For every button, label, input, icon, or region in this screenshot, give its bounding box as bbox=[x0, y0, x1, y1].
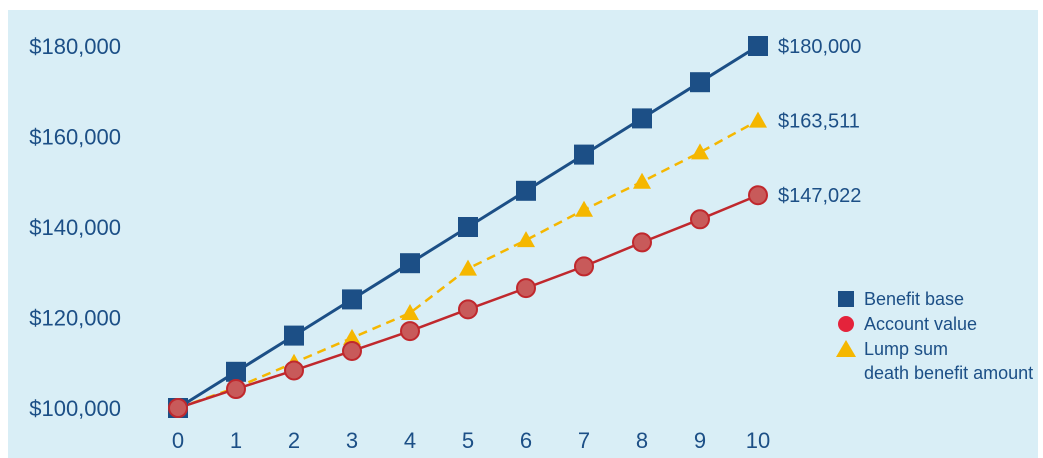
death-benefit-point bbox=[517, 231, 535, 248]
benefit-base-point bbox=[284, 325, 304, 346]
account-value-point bbox=[458, 299, 478, 320]
benefit-base-point bbox=[458, 217, 478, 237]
legend-label-death-benefit: death benefit amount bbox=[864, 363, 1033, 383]
end-labels: $163,511 $180,000 $147,022 bbox=[778, 36, 861, 207]
series-markers bbox=[168, 36, 768, 418]
account-value-end-label: $147,022 bbox=[778, 185, 861, 207]
x-tick-label: 7 bbox=[578, 428, 590, 453]
x-axis-ticks: 0 1 2 3 4 5 6 7 8 9 10 bbox=[172, 428, 770, 453]
y-tick-label: $160,000 bbox=[29, 125, 121, 150]
account-value-point bbox=[400, 321, 420, 342]
x-tick-label: 3 bbox=[346, 428, 358, 453]
account-value-point bbox=[168, 398, 188, 418]
legend-triangle-icon bbox=[836, 340, 856, 357]
legend-label-benefit-base: Benefit base bbox=[864, 289, 964, 309]
chart-background bbox=[8, 10, 1038, 458]
y-tick-label: $100,000 bbox=[29, 396, 121, 421]
benefit-base-point bbox=[400, 253, 420, 274]
death-benefit-point bbox=[401, 303, 419, 320]
benefit-base-point bbox=[342, 289, 362, 310]
x-tick-label: 6 bbox=[520, 428, 532, 453]
x-tick-label: 0 bbox=[172, 428, 184, 453]
benefit-base-point bbox=[516, 180, 536, 201]
legend: Benefit base Account value Lump sum death b… bbox=[836, 289, 1033, 383]
legend-label-lump-sum: Lump sum bbox=[864, 339, 948, 359]
benefit-base-end-label: $180,000 bbox=[778, 36, 861, 58]
account-value-point bbox=[516, 278, 536, 299]
death-benefit-point bbox=[633, 172, 651, 189]
legend-square-icon bbox=[838, 291, 854, 307]
x-tick-label: 5 bbox=[462, 428, 474, 453]
account-value-point bbox=[226, 378, 246, 399]
y-tick-label: $120,000 bbox=[29, 306, 121, 331]
account-value-point bbox=[632, 232, 652, 253]
benefit-base-point bbox=[226, 361, 246, 382]
x-tick-label: 4 bbox=[404, 428, 416, 453]
x-tick-label: 10 bbox=[746, 428, 770, 453]
death-benefit-point bbox=[749, 111, 767, 128]
legend-circle-icon bbox=[838, 316, 854, 332]
benefit-base-point bbox=[632, 108, 652, 129]
account-value-point bbox=[748, 185, 768, 206]
legend-label-account-value: Account value bbox=[864, 314, 977, 334]
y-axis-ticks: $100,000 $120,000 $140,000 $160,000 $180,000 bbox=[29, 34, 121, 421]
death-benefit-end-label: $163,511 bbox=[778, 111, 860, 133]
benefit-base-point bbox=[748, 36, 768, 56]
y-tick-label: $180,000 bbox=[29, 34, 121, 59]
x-tick-label: 1 bbox=[230, 428, 242, 453]
y-tick-label: $140,000 bbox=[29, 215, 121, 240]
x-tick-label: 2 bbox=[288, 428, 300, 453]
account-value-point bbox=[284, 360, 304, 381]
death-benefit-point bbox=[343, 328, 361, 345]
benefit-base-point bbox=[690, 72, 710, 93]
benefit-base-point bbox=[574, 144, 594, 165]
death-benefit-point bbox=[459, 259, 477, 276]
account-value-point bbox=[342, 340, 362, 361]
death-benefit-point bbox=[575, 200, 593, 217]
account-value-point bbox=[574, 256, 594, 277]
account-value-point bbox=[690, 209, 710, 230]
x-tick-label: 8 bbox=[636, 428, 648, 453]
death-benefit-point bbox=[691, 143, 709, 160]
x-tick-label: 9 bbox=[694, 428, 706, 453]
